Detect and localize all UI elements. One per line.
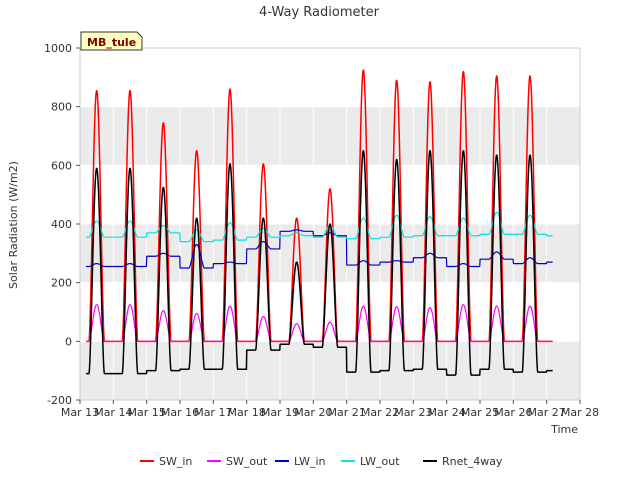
station-badge-label: MB_tule — [87, 36, 136, 49]
series-line-lw_in — [85, 229, 553, 269]
series-lines — [85, 69, 554, 376]
x-tick-label: Mar 23 — [394, 406, 432, 419]
x-tick-label: Mar 28 — [561, 406, 599, 419]
x-tick-label: Mar 18 — [228, 406, 266, 419]
legend: SW_in SW_out LW_in LW_out Rnet_4way — [140, 455, 503, 468]
y-tick-label: 400 — [51, 218, 72, 231]
legend-item-lw_in: LW_in — [275, 455, 326, 468]
legend-label: Rnet_4way — [442, 455, 503, 468]
legend-label: LW_out — [360, 455, 400, 468]
y-tick-label: 0 — [65, 335, 72, 348]
series-line-sw_out — [85, 304, 553, 342]
y-tick-label: 600 — [51, 159, 72, 172]
x-tick-label: Mar 24 — [428, 406, 466, 419]
series-line-rnet_4way — [85, 149, 554, 376]
x-tick-label: Mar 21 — [328, 406, 366, 419]
y-axis-ticks: -200 0 200 400 600 800 1000 — [44, 42, 80, 407]
legend-item-rnet_4way: Rnet_4way — [423, 455, 503, 468]
legend-item-lw_out: LW_out — [341, 455, 400, 468]
x-tick-label: Mar 25 — [461, 406, 499, 419]
x-axis-label: Time — [550, 423, 578, 436]
legend-label: LW_in — [294, 455, 326, 468]
x-tick-label: Mar 22 — [361, 406, 399, 419]
background-band — [80, 106, 580, 166]
station-badge: MB_tule — [80, 31, 143, 51]
x-tick-label: Mar 17 — [194, 406, 232, 419]
x-tick-label: Mar 14 — [94, 406, 132, 419]
legend-item-sw_in: SW_in — [140, 455, 192, 468]
x-tick-label: Mar 19 — [261, 406, 299, 419]
series-line-lw_out — [85, 211, 553, 243]
background-band — [80, 341, 580, 400]
legend-label: SW_out — [226, 455, 268, 468]
y-tick-label: 200 — [51, 277, 72, 290]
plot-background-bands — [80, 106, 580, 400]
y-tick-label: -200 — [47, 394, 72, 407]
y-tick-label: 1000 — [44, 42, 72, 55]
chart-title: 4-Way Radiometer — [259, 5, 380, 20]
x-tick-label: Mar 26 — [494, 406, 532, 419]
x-tick-label: Mar 13 — [61, 406, 99, 419]
x-tick-label: Mar 15 — [128, 406, 166, 419]
x-tick-label: Mar 27 — [528, 406, 566, 419]
legend-item-sw_out: SW_out — [207, 455, 268, 468]
legend-label: SW_in — [159, 455, 192, 468]
y-tick-label: 800 — [51, 101, 72, 114]
x-tick-label: Mar 20 — [294, 406, 332, 419]
y-axis-label: Solar Radiation (W/m2) — [7, 161, 20, 289]
x-tick-label: Mar 16 — [161, 406, 199, 419]
